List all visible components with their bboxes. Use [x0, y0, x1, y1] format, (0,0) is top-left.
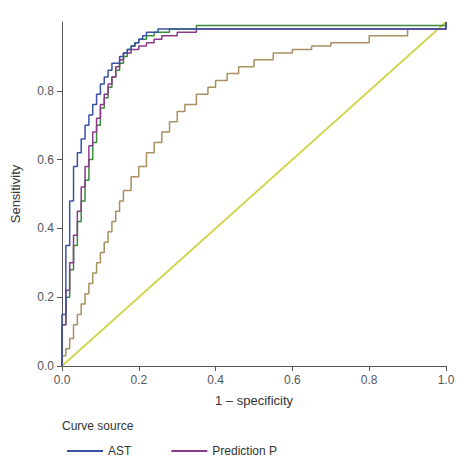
svg-text:0.2: 0.2: [37, 290, 54, 304]
svg-text:AST: AST: [108, 444, 132, 458]
svg-text:Curve source: Curve source: [62, 419, 134, 433]
svg-text:0.8: 0.8: [37, 84, 54, 98]
svg-text:0.4: 0.4: [207, 373, 224, 387]
svg-text:0.8: 0.8: [361, 373, 378, 387]
svg-text:Sensitivity: Sensitivity: [8, 164, 23, 223]
svg-text:0.0: 0.0: [54, 373, 71, 387]
svg-text:0.4: 0.4: [37, 221, 54, 235]
svg-text:1 – specificity: 1 – specificity: [215, 393, 294, 408]
svg-text:0.2: 0.2: [130, 373, 147, 387]
svg-text:Prediction P: Prediction P: [212, 444, 277, 458]
svg-text:0.6: 0.6: [37, 153, 54, 167]
svg-text:1.0: 1.0: [438, 373, 455, 387]
svg-text:0.0: 0.0: [37, 359, 54, 373]
svg-text:0.6: 0.6: [284, 373, 301, 387]
